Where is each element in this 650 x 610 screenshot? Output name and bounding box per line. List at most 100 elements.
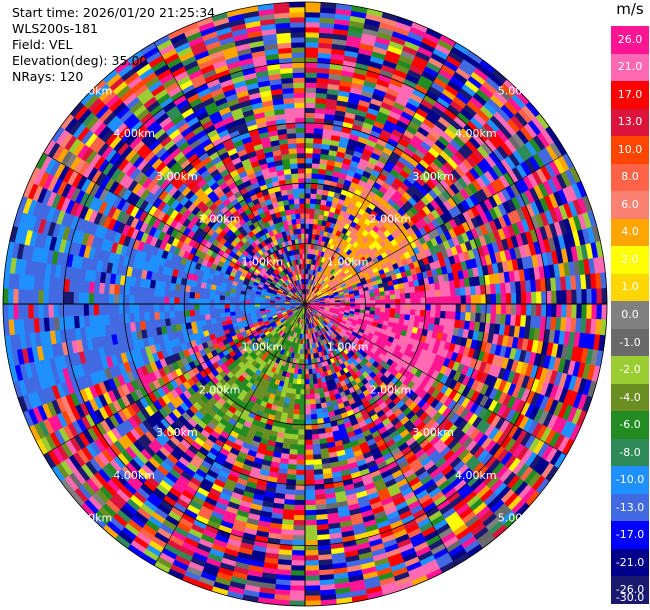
velocity-gate <box>313 468 324 476</box>
velocity-gate <box>379 307 386 313</box>
velocity-gate <box>317 428 326 435</box>
velocity-gate <box>420 303 427 311</box>
velocity-gate <box>489 283 497 295</box>
velocity-gate <box>460 303 467 313</box>
velocity-gate <box>292 524 306 531</box>
velocity-gate <box>445 303 452 312</box>
velocity-gate <box>304 590 321 597</box>
velocity-gate <box>293 504 306 511</box>
velocity-gate <box>304 102 316 109</box>
velocity-gate <box>556 290 562 305</box>
velocity-gate <box>394 288 401 295</box>
velocity-gate <box>500 293 507 305</box>
velocity-gate <box>304 72 318 79</box>
velocity-gate <box>304 389 310 395</box>
velocity-gate <box>291 555 306 561</box>
velocity-gate <box>449 287 457 297</box>
velocity-gate <box>510 303 517 316</box>
velocity-gate <box>314 488 326 496</box>
velocity-gate <box>540 291 547 305</box>
velocity-gate <box>409 286 416 294</box>
velocity-gate <box>304 167 313 174</box>
velocity-gate <box>284 428 293 435</box>
velocity-gate <box>301 369 306 375</box>
velocity-gate <box>313 388 320 395</box>
velocity-gate <box>298 409 306 415</box>
velocity-gate <box>313 127 324 135</box>
velocity-gate <box>290 433 299 440</box>
velocity-gate <box>530 303 537 317</box>
velocity-gate <box>304 21 321 28</box>
velocity-gate <box>290 575 306 582</box>
velocity-gate <box>288 600 306 607</box>
velocity-gate <box>459 311 467 322</box>
velocity-gate <box>297 429 306 436</box>
velocity-gate <box>304 193 312 199</box>
velocity-gate <box>405 298 411 305</box>
velocity-gate <box>304 198 311 204</box>
velocity-gate <box>315 198 322 205</box>
velocity-gate <box>295 479 306 486</box>
velocity-gate <box>304 459 314 466</box>
velocity-gate <box>304 142 314 149</box>
velocity-gate <box>530 291 537 305</box>
velocity-gate <box>455 303 462 313</box>
velocity-gate <box>404 287 411 294</box>
velocity-gate <box>601 303 608 321</box>
velocity-gate <box>290 565 306 572</box>
velocity-gate <box>304 31 320 38</box>
velocity-gate <box>298 414 306 421</box>
velocity-gate <box>309 393 316 400</box>
velocity-gate <box>304 595 321 602</box>
velocity-gate <box>308 228 314 235</box>
velocity-gate <box>315 193 323 200</box>
velocity-gate <box>300 379 306 385</box>
velocity-gate <box>297 434 306 441</box>
velocity-gate <box>470 303 477 314</box>
velocity-gate <box>459 286 467 297</box>
velocity-gate <box>304 494 316 501</box>
velocity-gate <box>304 107 316 114</box>
velocity-gate <box>364 296 371 302</box>
velocity-gate <box>304 6 321 13</box>
velocity-gate <box>464 286 472 296</box>
velocity-gate <box>505 292 512 305</box>
velocity-gate <box>292 534 306 541</box>
velocity-gate <box>297 439 306 446</box>
velocity-gate <box>304 479 315 486</box>
velocity-gate <box>551 303 557 318</box>
velocity-gate <box>576 289 583 305</box>
velocity-gate <box>304 152 314 159</box>
velocity-gate <box>308 378 314 385</box>
velocity-gate <box>308 368 313 375</box>
velocity-gate <box>304 419 312 426</box>
velocity-gate <box>307 358 312 365</box>
velocity-gate <box>420 297 427 305</box>
velocity-gate <box>304 534 318 541</box>
velocity-gate <box>314 493 326 501</box>
velocity-gate <box>313 137 323 145</box>
velocity-gate <box>304 469 315 476</box>
velocity-gate <box>304 394 311 400</box>
velocity-gate <box>312 373 318 380</box>
velocity-gate <box>359 297 366 302</box>
velocity-gate <box>415 297 422 305</box>
velocity-gate <box>289 595 306 602</box>
velocity-gate <box>525 303 532 317</box>
velocity-gate <box>435 303 442 312</box>
velocity-gate <box>310 418 318 425</box>
velocity-gate <box>489 313 497 325</box>
velocity-gate <box>294 393 301 400</box>
velocity-gate <box>293 408 300 415</box>
velocity-gate <box>535 303 542 317</box>
velocity-gate <box>295 469 306 476</box>
velocity-gate <box>535 291 542 305</box>
velocity-gate <box>307 348 311 355</box>
velocity-gate <box>404 309 411 316</box>
velocity-gate <box>304 97 317 104</box>
velocity-gate <box>291 550 306 556</box>
velocity-gate <box>419 291 426 299</box>
velocity-gate <box>311 433 320 440</box>
velocity-gate <box>312 142 323 150</box>
velocity-gate <box>314 203 321 210</box>
